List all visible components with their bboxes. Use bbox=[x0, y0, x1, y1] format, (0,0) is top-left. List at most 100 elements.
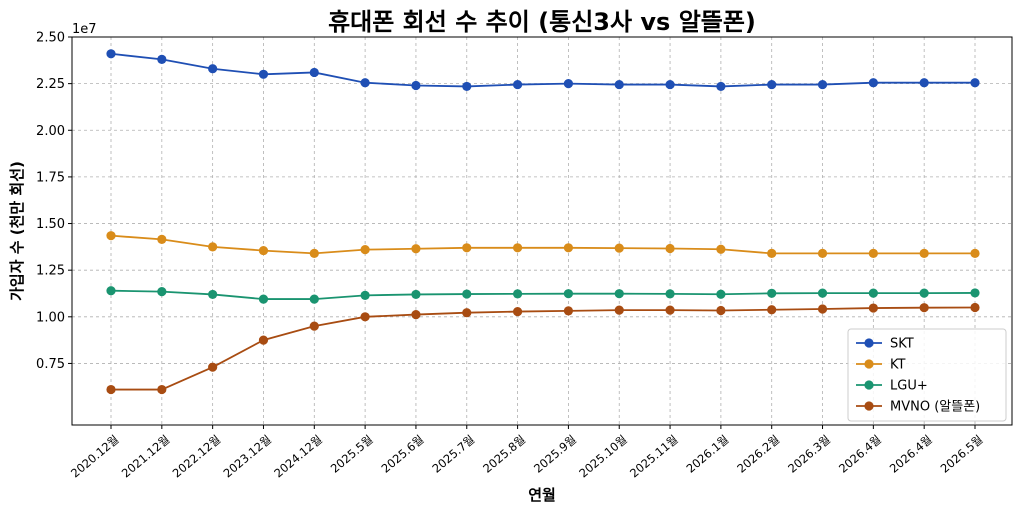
series-2 bbox=[106, 286, 980, 304]
data-point bbox=[614, 305, 624, 315]
data-point bbox=[512, 243, 523, 253]
data-point bbox=[665, 243, 675, 254]
series-1 bbox=[106, 231, 980, 258]
data-point bbox=[716, 244, 726, 254]
data-point bbox=[157, 287, 167, 297]
y-tick-label: 2.25 bbox=[36, 77, 65, 92]
data-point bbox=[970, 78, 980, 88]
x-tick-label: 2025.7월 bbox=[429, 432, 477, 475]
data-point bbox=[919, 303, 929, 313]
legend-label: MVNO (알뜰폰) bbox=[890, 400, 980, 415]
data-point bbox=[512, 306, 523, 317]
data-point bbox=[106, 231, 116, 241]
data-point bbox=[563, 289, 574, 299]
data-point bbox=[411, 244, 421, 254]
x-tick-label: 2022.12월 bbox=[170, 432, 224, 480]
data-point bbox=[563, 306, 574, 316]
data-point bbox=[360, 290, 370, 300]
data-point bbox=[665, 79, 675, 90]
data-point bbox=[868, 303, 878, 313]
data-point bbox=[157, 54, 167, 64]
data-point bbox=[309, 294, 319, 304]
x-tick-label: 2026.4월 bbox=[887, 432, 935, 475]
legend-swatch-marker bbox=[864, 359, 874, 369]
x-tick-label: 2025.9월 bbox=[531, 432, 579, 475]
x-axis-ticks: 2020.12월2021.12월2022.12월2023.12월2024.12월… bbox=[68, 425, 986, 480]
x-tick-label: 2026.5월 bbox=[938, 432, 986, 475]
x-tick-label: 2025.11월 bbox=[627, 432, 681, 480]
y-tick-label: 0.75 bbox=[36, 357, 65, 372]
legend-swatch-marker bbox=[864, 401, 874, 411]
data-point bbox=[462, 243, 472, 253]
series-0 bbox=[106, 49, 980, 92]
x-tick-label: 2021.12월 bbox=[119, 432, 173, 480]
data-point bbox=[258, 245, 269, 256]
legend-swatch-marker bbox=[864, 380, 874, 390]
data-point bbox=[411, 309, 421, 320]
series-line bbox=[110, 52, 975, 88]
x-tick-label: 2026.3월 bbox=[785, 432, 833, 475]
data-point bbox=[665, 305, 675, 315]
data-point bbox=[868, 78, 878, 88]
plot-frame bbox=[71, 36, 1013, 426]
data-point bbox=[767, 248, 777, 258]
data-point bbox=[817, 248, 828, 258]
x-tick-label: 2020.12월 bbox=[68, 432, 122, 480]
legend: SKT KT LGU+ MVNO (알뜰폰) bbox=[847, 328, 1007, 422]
data-point bbox=[462, 81, 472, 92]
data-point bbox=[411, 289, 421, 300]
x-tick-label: 2024.12월 bbox=[271, 432, 325, 480]
data-point bbox=[716, 289, 726, 299]
legend-item: MVNO (알뜰폰) bbox=[856, 400, 980, 415]
legend-label: LGU+ bbox=[890, 379, 928, 394]
data-point bbox=[462, 308, 472, 318]
y-tick-label: 2.50 bbox=[36, 31, 65, 46]
data-point bbox=[563, 79, 574, 89]
data-point bbox=[309, 321, 319, 331]
data-point bbox=[462, 289, 472, 299]
data-point bbox=[360, 78, 370, 88]
y-tick-label: 1.50 bbox=[36, 217, 65, 232]
legend-swatch-marker bbox=[864, 338, 874, 348]
y-axis-offset-label: 1e7 bbox=[72, 22, 97, 37]
data-point bbox=[309, 67, 319, 78]
legend-label: KT bbox=[890, 358, 906, 373]
data-point bbox=[106, 49, 116, 59]
legend-label: SKT bbox=[890, 337, 914, 352]
data-point bbox=[512, 289, 523, 299]
y-tick-label: 1.75 bbox=[36, 170, 65, 185]
data-point bbox=[258, 69, 269, 79]
x-tick-label: 2025.5월 bbox=[328, 432, 376, 475]
x-tick-label: 2023.12월 bbox=[221, 432, 275, 480]
data-point bbox=[614, 79, 624, 90]
x-tick-label: 2025.6월 bbox=[379, 432, 427, 475]
data-point bbox=[665, 289, 675, 299]
data-point bbox=[208, 64, 218, 74]
data-point bbox=[106, 286, 116, 296]
data-point bbox=[411, 80, 421, 91]
data-point bbox=[767, 305, 777, 315]
legend-item: KT bbox=[856, 358, 906, 373]
data-point bbox=[563, 243, 574, 253]
data-point bbox=[919, 248, 929, 258]
data-point bbox=[919, 288, 929, 298]
y-axis-label: 가입자 수 (천만 회선) bbox=[8, 161, 26, 301]
series-layer bbox=[106, 49, 980, 395]
data-point bbox=[716, 81, 726, 92]
data-point bbox=[716, 305, 726, 316]
x-tick-label: 2026.4월 bbox=[836, 432, 884, 475]
x-tick-label: 2025.8월 bbox=[480, 432, 528, 475]
data-point bbox=[767, 288, 777, 298]
data-point bbox=[614, 243, 624, 253]
series-line bbox=[111, 306, 976, 391]
data-point bbox=[868, 288, 878, 298]
data-point bbox=[157, 234, 167, 244]
x-axis-label: 연월 bbox=[528, 486, 556, 504]
x-tick-label: 2025.10월 bbox=[576, 432, 630, 480]
legend-box bbox=[847, 328, 1007, 422]
data-point bbox=[360, 312, 370, 322]
x-tick-label: 2026.2월 bbox=[734, 432, 782, 475]
data-point bbox=[817, 288, 828, 298]
